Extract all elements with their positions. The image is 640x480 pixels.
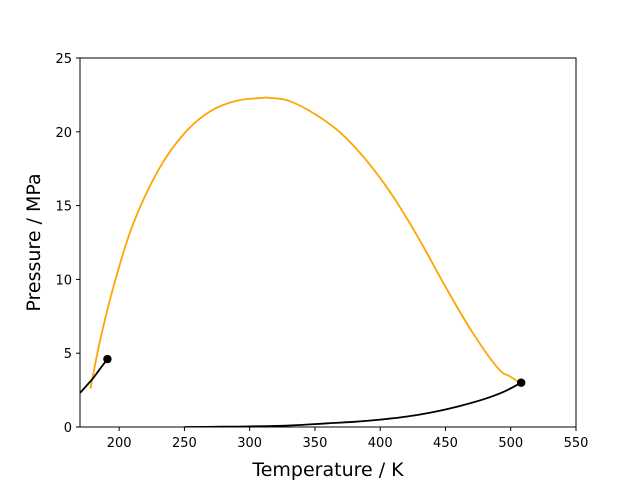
series-layer (80, 96, 526, 427)
x-tick-label: 550 (564, 436, 589, 451)
x-axis-label: Temperature / K (251, 459, 404, 480)
x-tick-label: 500 (498, 436, 523, 451)
series-line-0 (89, 96, 521, 389)
critical-point-marker-1 (103, 354, 112, 364)
y-tick-label: 10 (55, 273, 72, 288)
y-tick-label: 0 (64, 421, 72, 436)
x-tick-label: 450 (433, 436, 458, 451)
plot-frame (79, 57, 577, 428)
series-line-1 (80, 358, 109, 394)
x-tick-label: 350 (303, 436, 328, 451)
x-tick-label: 400 (368, 436, 393, 451)
critical-point-marker-2 (516, 378, 526, 387)
y-axis-ticks: 0 5 10 15 20 25 (55, 52, 80, 436)
y-axis-label: Pressure / MPa (23, 173, 45, 311)
x-axis-ticks: 200 250 300 350 400 450 500 550 (107, 427, 589, 451)
series-line-2 (184, 381, 522, 427)
y-tick-label: 20 (55, 126, 72, 141)
y-tick-label: 5 (64, 347, 72, 362)
y-tick-label: 25 (55, 52, 72, 67)
y-tick-label: 15 (55, 200, 72, 215)
x-tick-label: 200 (107, 436, 132, 451)
x-tick-label: 300 (237, 436, 262, 451)
x-tick-label: 250 (172, 436, 197, 451)
